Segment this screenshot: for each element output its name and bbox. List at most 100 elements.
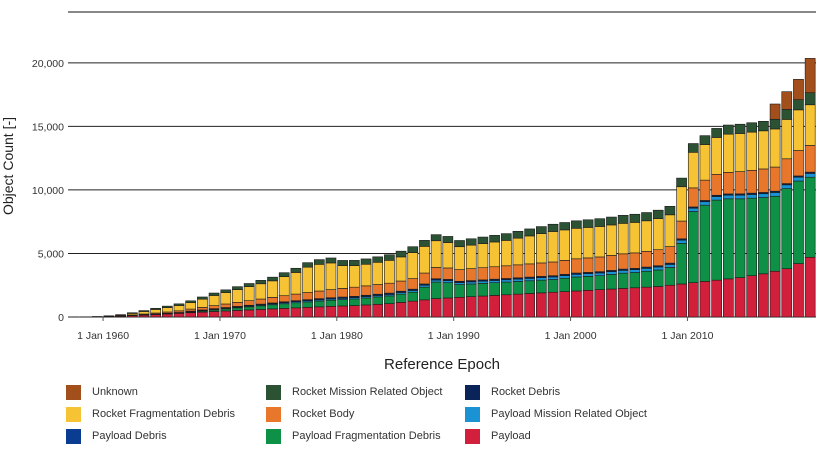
bar-segment — [325, 299, 337, 307]
bar-segment — [571, 290, 582, 318]
bar-segment — [594, 256, 606, 272]
bar-segment — [641, 268, 652, 272]
bar-segment — [676, 242, 687, 285]
legend-item-rocket-body: Rocket Body — [266, 406, 354, 422]
bar-segment — [465, 281, 477, 285]
bar-segment — [232, 307, 243, 311]
bar-segment — [349, 286, 360, 297]
bar-segment — [232, 302, 243, 307]
legend-item-payload: Payload — [465, 428, 531, 444]
bar-segment — [337, 299, 348, 307]
bar-segment — [465, 283, 477, 297]
bar-segment — [290, 302, 302, 309]
bar-segment — [442, 236, 454, 243]
bar-segment — [477, 267, 489, 281]
bar-segment — [173, 313, 185, 318]
bar-segment — [606, 271, 617, 275]
bar-segment — [524, 280, 535, 294]
bar-segment — [559, 275, 571, 279]
bar-segment — [699, 135, 711, 145]
legend-item-payload-fragmentation-debris: Payload Fragmentation Debris — [266, 428, 441, 444]
bar-segment — [524, 263, 535, 278]
bar-segment — [512, 264, 524, 279]
bar-segment — [711, 173, 722, 196]
bar-segment — [395, 293, 407, 303]
bar-segment — [255, 305, 267, 310]
bar-segment — [278, 272, 290, 277]
bar-segment — [629, 287, 641, 318]
bar-segment — [781, 119, 793, 160]
bar-segment — [793, 79, 804, 100]
bar-segment — [617, 288, 629, 318]
bar-segment — [197, 296, 208, 300]
bar-segment — [477, 295, 489, 318]
bar-segment — [629, 213, 641, 223]
bar-segment — [524, 228, 535, 237]
bar-segment — [477, 283, 489, 297]
bar-segment — [454, 284, 465, 298]
legend-label: Rocket Fragmentation Debris — [92, 408, 236, 420]
bar-segment — [758, 130, 769, 170]
bar-segment — [699, 144, 711, 181]
bar-segment — [290, 267, 302, 273]
bar-segment — [208, 295, 220, 306]
bar-segment — [430, 267, 442, 280]
bar-segment — [185, 308, 197, 312]
bar-segment — [430, 281, 442, 299]
bar-segment — [582, 219, 594, 228]
bar-segment — [758, 273, 769, 318]
x-tick-label: 1 Jan 1970 — [194, 330, 246, 342]
bar-segment — [454, 246, 465, 270]
bar-segment — [208, 305, 220, 309]
legend-label: Rocket Body — [292, 408, 355, 420]
bar-segment — [769, 128, 781, 168]
bar-segment — [723, 278, 734, 318]
legend-item-rocket-mission-related-object: Rocket Mission Related Object — [266, 384, 442, 400]
bar-segment — [360, 304, 372, 318]
bar-segment — [652, 269, 664, 287]
bar-segment — [676, 239, 687, 244]
bar-segment — [454, 296, 465, 318]
bar-segment — [652, 249, 664, 267]
bar-segment — [512, 281, 524, 295]
legend-label: Payload Mission Related Object — [491, 408, 647, 420]
bar-segment — [278, 295, 290, 303]
bar-segment — [536, 226, 547, 235]
bar-segment — [536, 292, 547, 318]
legend-item-unknown: Unknown — [66, 384, 138, 400]
bar-segment — [559, 260, 571, 275]
bar-segment — [571, 258, 582, 274]
bar-segment — [641, 212, 652, 222]
bar-segment — [594, 275, 606, 290]
bar-segment — [641, 220, 652, 252]
bar-segment — [454, 269, 465, 282]
bar-segment — [372, 296, 384, 305]
bar-segment — [687, 282, 699, 318]
bar-segment — [769, 192, 781, 197]
bar-segment — [290, 307, 302, 318]
bar-segment — [395, 280, 407, 292]
bar-segment — [465, 238, 477, 246]
x-tick-label: 1 Jan 2000 — [545, 330, 597, 342]
bar-segment — [769, 270, 781, 318]
bar-segment — [699, 204, 711, 282]
bar-segment — [781, 188, 793, 270]
bar-segment — [337, 288, 348, 298]
bar-segment — [547, 291, 559, 318]
bar-segment — [313, 306, 325, 318]
legend-swatch — [66, 406, 81, 422]
bar-segment — [489, 295, 500, 318]
bar-segment — [617, 270, 629, 274]
bar-segment — [360, 297, 372, 306]
legend-item-payload-debris: Payload Debris — [66, 428, 167, 444]
bar-segment — [793, 150, 804, 177]
bar-segment — [500, 294, 512, 318]
bar-segment — [804, 256, 816, 318]
bar-segment — [641, 251, 652, 268]
bar-segment — [676, 220, 687, 240]
bar-segment — [430, 234, 442, 242]
bar-segment — [769, 103, 781, 120]
bar-segment — [407, 291, 419, 302]
bar-segment — [407, 246, 419, 253]
